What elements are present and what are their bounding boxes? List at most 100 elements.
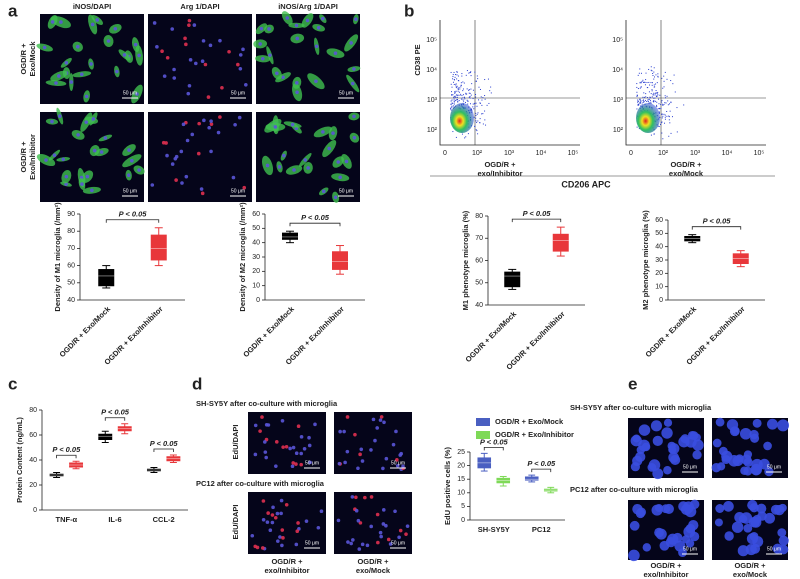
- nucleus: [376, 540, 380, 545]
- y-tick-label: 10²: [613, 127, 624, 134]
- box: [282, 230, 298, 244]
- nucleus: [650, 420, 663, 432]
- event: [649, 84, 651, 86]
- event: [462, 90, 464, 92]
- nucleus: [357, 547, 362, 551]
- nucleus: [641, 442, 651, 452]
- event: [637, 103, 639, 105]
- scale-bar-label: 50 μm: [339, 188, 353, 194]
- event: [450, 107, 452, 109]
- nucleus: [379, 415, 384, 419]
- nucleus: [352, 67, 356, 71]
- nucleus: [242, 185, 247, 190]
- nucleus: [193, 61, 198, 66]
- nucleus: [50, 119, 54, 124]
- micrograph-bg: [248, 492, 326, 554]
- nucleus: [271, 505, 275, 510]
- event: [450, 71, 452, 73]
- event: [467, 103, 469, 105]
- event: [458, 86, 460, 88]
- nucleus: [197, 121, 201, 126]
- nucleus: [270, 513, 275, 517]
- event: [651, 84, 653, 86]
- nucleus: [91, 117, 96, 121]
- event: [670, 102, 672, 104]
- y-tick-label: 0: [33, 507, 37, 514]
- event: [663, 75, 665, 77]
- event: [667, 104, 669, 106]
- nucleus: [342, 429, 346, 434]
- event: [661, 101, 663, 103]
- nucleus: [305, 18, 310, 23]
- event: [665, 102, 667, 104]
- event: [638, 103, 640, 105]
- event: [640, 82, 642, 84]
- nucleus: [388, 542, 393, 546]
- event: [655, 92, 657, 94]
- event: [670, 101, 672, 103]
- label-line: exo/Mock: [733, 570, 768, 579]
- nucleus: [743, 466, 753, 476]
- nucleus: [238, 53, 243, 57]
- micrograph: 50 μm: [256, 112, 360, 203]
- nucleus: [244, 82, 248, 87]
- nucleus: [319, 509, 324, 514]
- event: [639, 68, 641, 70]
- label-line: OGD/R +: [670, 160, 702, 169]
- event: [458, 91, 460, 93]
- nucleus: [150, 183, 155, 187]
- event: [464, 98, 466, 100]
- event: [455, 74, 457, 76]
- event: [477, 133, 479, 135]
- micrograph: 50 μm: [334, 492, 412, 554]
- event: [475, 115, 477, 117]
- scale-bar-label: 50 μm: [767, 464, 781, 470]
- nucleus: [57, 74, 61, 78]
- y-tick-label: 50: [655, 230, 663, 237]
- nucleus: [203, 62, 208, 67]
- scale-bar-label: 50 μm: [683, 546, 697, 552]
- x-tick-label: 10⁴: [536, 150, 547, 157]
- y-tick-label: 10: [655, 284, 663, 291]
- event: [638, 72, 640, 74]
- nucleus: [321, 189, 326, 194]
- nucleus: [281, 75, 285, 80]
- nucleus: [200, 191, 205, 196]
- event: [455, 83, 457, 85]
- nucleus: [307, 435, 311, 440]
- nucleus: [165, 153, 169, 158]
- event: [451, 105, 453, 107]
- nucleus: [201, 39, 206, 43]
- nucleus: [333, 51, 338, 55]
- significance-bracket: [104, 417, 126, 421]
- event: [465, 93, 467, 95]
- event: [480, 102, 482, 104]
- y-axis-label: Protein Content (ng/mL): [15, 417, 24, 503]
- nucleus: [345, 415, 350, 419]
- y-tick-label: 50: [67, 280, 75, 287]
- event: [637, 104, 639, 106]
- box-body: [98, 269, 115, 287]
- event: [661, 99, 663, 101]
- event: [648, 81, 650, 83]
- nucleus: [745, 543, 757, 556]
- event: [656, 92, 658, 94]
- event: [647, 99, 649, 101]
- nucleus: [333, 195, 338, 200]
- nucleus: [336, 518, 341, 523]
- event: [457, 100, 459, 102]
- nucleus: [115, 69, 119, 74]
- event: [668, 116, 670, 118]
- x-tick-label: OGD/R + Exo/Inhibitor: [102, 304, 164, 366]
- nucleus: [227, 49, 231, 54]
- nucleus: [628, 549, 640, 562]
- y-axis-label: EdU positive cells (%): [443, 447, 452, 525]
- event: [461, 133, 463, 135]
- event: [643, 96, 645, 98]
- nucleus: [79, 72, 84, 77]
- nucleus: [661, 504, 671, 514]
- micrograph-bg: [148, 14, 252, 104]
- nucleus: [135, 92, 139, 96]
- nucleus: [381, 466, 385, 471]
- event: [661, 103, 663, 105]
